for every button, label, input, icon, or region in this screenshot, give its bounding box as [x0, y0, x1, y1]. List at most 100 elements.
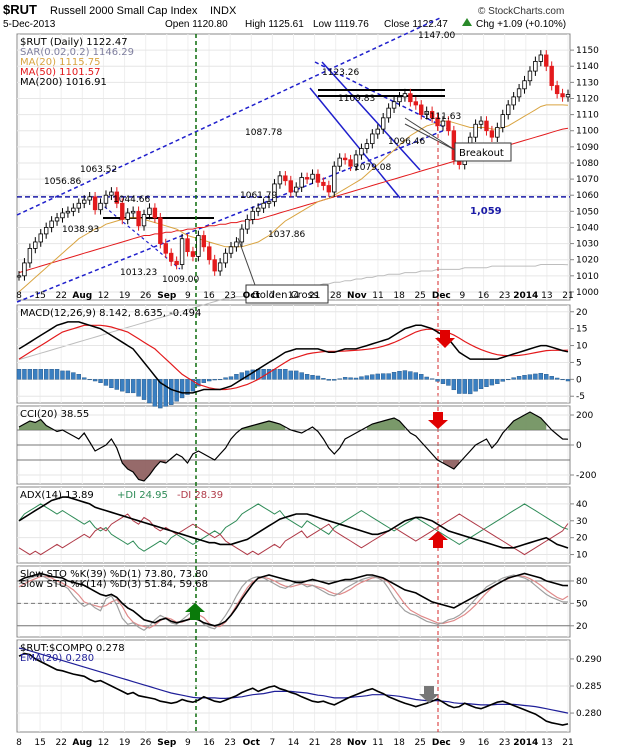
price-candle [22, 262, 27, 277]
x-tick-label-price: 26 [140, 291, 152, 301]
macd-histogram-bar [326, 379, 332, 381]
price-annotation: 1009.00 [162, 275, 199, 285]
x-tick-label-price: 11 [372, 291, 383, 301]
price-candle [239, 228, 245, 243]
price-candle [288, 180, 293, 193]
price-annotation: 1013.23 [120, 268, 157, 278]
wedge-line-b [321, 61, 421, 171]
macd-histogram-bar [321, 378, 326, 380]
x-tick-label-price: 21 [562, 291, 573, 301]
price-candle [266, 201, 272, 204]
macd-histogram-bar [147, 379, 152, 404]
minus-di-line [18, 513, 569, 556]
price-ytick-label: 1110 [576, 111, 599, 121]
adx-ytick-label: 20 [576, 534, 588, 544]
macd-histogram-bar [332, 379, 337, 381]
x-tick-label-price: 18 [393, 291, 405, 301]
macd-ytick-label: 15 [576, 325, 587, 335]
x-tick-label-price: 14 [288, 291, 300, 301]
macd-histogram-bar [533, 373, 538, 380]
x-tick-label-price: 23 [499, 291, 510, 301]
x-tick-label-bottom: 12 [98, 738, 109, 748]
price-candle [397, 96, 402, 103]
price-candle [364, 143, 370, 149]
ema20-line [18, 647, 569, 714]
x-tick-label-bottom: 8 [16, 738, 22, 748]
price-annotation: 1044.66 [113, 195, 150, 205]
price-candle [533, 61, 538, 72]
golden-cross-pointer-line [237, 237, 256, 286]
price-candle [337, 157, 342, 167]
price-candle [38, 233, 43, 243]
price-candle [228, 246, 234, 254]
low-label: Low 1119.76 [313, 19, 369, 30]
macd-histogram-bar [98, 379, 103, 383]
brand-label: © StockCharts.com [478, 6, 564, 17]
macd-histogram-bar [544, 374, 549, 380]
price-candle [27, 248, 33, 264]
macd-histogram-bar [49, 369, 54, 380]
macd-histogram-bar [386, 373, 391, 380]
macd-histogram-bar [516, 376, 522, 380]
price-candle [158, 217, 163, 244]
price-candle [190, 251, 196, 257]
price-candle [60, 212, 65, 219]
price-candle [554, 85, 560, 95]
golden-cross-callout-box [245, 284, 329, 304]
x-tick-label-price: 28 [330, 291, 342, 301]
macd-histogram-bar [141, 379, 147, 400]
price-candle [234, 241, 239, 248]
ratio-arrow-down-icon [419, 686, 439, 703]
price-candle [136, 210, 141, 227]
x-tick-label-price: 23 [224, 291, 235, 301]
macd-histogram-bar [304, 374, 310, 380]
cci-overbought-fill [508, 412, 547, 430]
macd-histogram-bar [33, 369, 38, 380]
price-legend-3: MA(50) 1101.57 [20, 67, 101, 78]
x-tick-label-price: 7 [270, 291, 276, 301]
macd-histogram-bar [120, 379, 125, 392]
price-candle [174, 260, 179, 265]
macd-histogram-bar [190, 379, 196, 392]
macd-histogram-bar [554, 377, 560, 380]
macd-histogram-bar [462, 379, 467, 394]
macd-histogram-bar [261, 369, 266, 380]
price-candle [179, 238, 185, 265]
macd-histogram-bar [163, 379, 168, 407]
x-tick-label-price: 25 [414, 291, 425, 301]
x-tick-label-bottom: Sep [157, 738, 177, 748]
macd-ytick-label: 10 [576, 342, 588, 352]
macd-histogram-bar [185, 379, 190, 395]
breakout-pointer-line-2 [404, 123, 456, 151]
adx-legend-2: -DI 28.39 [177, 490, 223, 501]
x-tick-label-bottom: 21 [562, 738, 573, 748]
macd-histogram-bar [294, 370, 299, 380]
macd-histogram-bar [27, 369, 33, 380]
price-legend-2: MA(20) 1115.75 [20, 57, 101, 68]
price-candle [294, 186, 299, 193]
x-tick-label-price: 21 [309, 291, 320, 301]
price-candle [538, 54, 544, 62]
stoch-k14-line [18, 574, 569, 632]
golden-cross-callout-label: Golden Cross [252, 290, 318, 301]
price-candle [92, 196, 98, 211]
price-candle [201, 235, 207, 248]
macd-histogram-bar [152, 379, 158, 407]
x-tick-label-bottom: 13 [541, 738, 552, 748]
macd-histogram-bar [87, 379, 92, 381]
macd-histogram-bar [370, 374, 375, 380]
price-legend-1: SAR(0.02,0.2) 1146.29 [20, 47, 134, 58]
price-candle [43, 227, 49, 235]
price-candle [560, 93, 565, 98]
price-ytick-label: 1050 [576, 207, 599, 217]
macd-histogram-bar [424, 376, 429, 380]
cci-arrow-down-icon [428, 412, 448, 429]
index-name-label: Russell 2000 Small Cap Index [50, 5, 198, 17]
price-candle [304, 177, 310, 180]
price-ytick-label: 1010 [576, 272, 599, 282]
macd-arrow-down-icon [435, 330, 455, 348]
adx-line [18, 496, 569, 549]
macd-histogram-bar [158, 379, 163, 409]
macd-histogram-bar [207, 379, 212, 382]
